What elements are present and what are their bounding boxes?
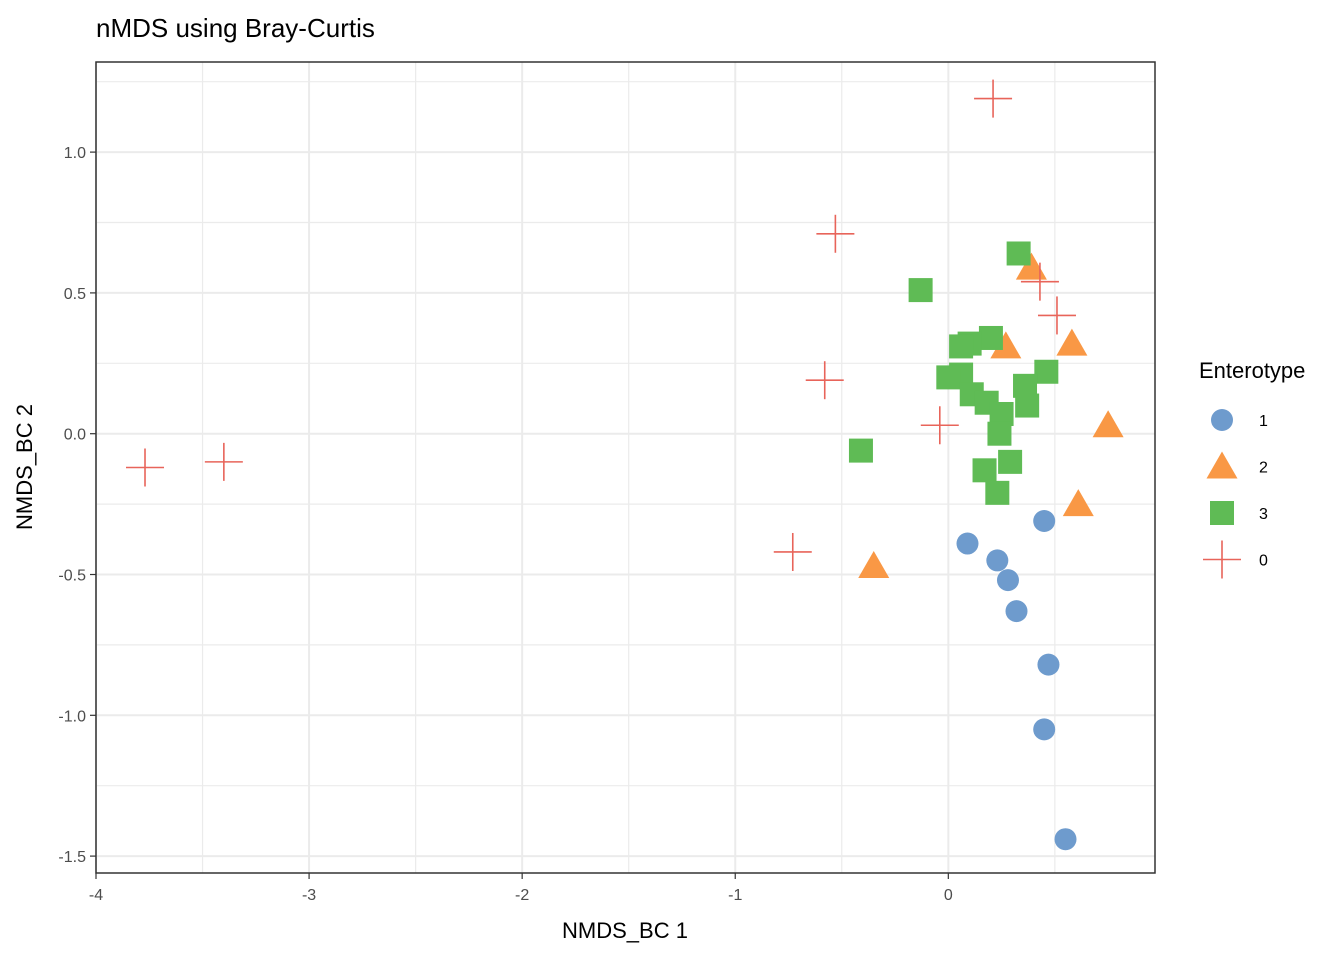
point-enterotype-3 — [936, 365, 961, 390]
point-enterotype-1 — [1054, 828, 1077, 851]
point-enterotype-0 — [920, 406, 959, 445]
legend-label-2: 2 — [1259, 460, 1268, 477]
legend-key-3 — [1210, 501, 1234, 525]
point-enterotype-3 — [987, 421, 1012, 446]
point-enterotype-2 — [1062, 489, 1094, 517]
point-enterotype-3 — [848, 438, 873, 463]
legend-item-0: 0 — [1203, 540, 1268, 579]
legend: Enterotype 1 2 3 0 — [1199, 358, 1305, 579]
point-enterotype-0 — [773, 532, 812, 571]
chart-title: nMDS using Bray-Curtis — [96, 13, 375, 43]
legend-label-1: 1 — [1259, 413, 1268, 430]
x-tick-label: -2 — [515, 887, 529, 904]
legend-label-3: 3 — [1259, 506, 1268, 523]
data-points — [126, 79, 1124, 851]
y-tick-label: -1.5 — [58, 849, 86, 866]
x-axis: -4 -3 -2 -1 0 — [89, 873, 953, 904]
point-enterotype-3 — [1034, 359, 1059, 384]
x-axis-title: NMDS_BC 1 — [562, 918, 688, 943]
grid — [95, 62, 1155, 873]
y-axis: -1.5 -1.0 -0.5 0.0 0.5 1.0 — [58, 145, 96, 866]
y-tick-label: 0.0 — [64, 427, 86, 444]
legend-item-2: 2 — [1206, 451, 1268, 479]
point-enterotype-3 — [1006, 241, 1031, 266]
y-tick-label: 1.0 — [64, 145, 86, 162]
panel-border — [95, 61, 1156, 874]
legend-title: Enterotype — [1199, 358, 1305, 383]
point-enterotype-0 — [974, 79, 1013, 118]
point-enterotype-1 — [986, 549, 1009, 572]
y-tick-label: 0.5 — [64, 286, 86, 303]
point-enterotype-1 — [956, 532, 979, 555]
point-enterotype-3 — [972, 458, 997, 483]
y-axis-title: NMDS_BC 2 — [12, 404, 37, 530]
point-enterotype-3 — [978, 325, 1003, 350]
point-enterotype-1 — [1005, 600, 1028, 623]
legend-item-1: 1 — [1211, 409, 1268, 431]
point-enterotype-0 — [204, 442, 243, 481]
legend-item-3: 3 — [1210, 501, 1268, 525]
legend-key-2 — [1206, 451, 1238, 479]
point-enterotype-1 — [1033, 718, 1056, 741]
legend-key-1 — [1211, 409, 1233, 431]
point-enterotype-3 — [908, 278, 933, 303]
x-tick-label: -1 — [728, 887, 742, 904]
point-enterotype-2 — [990, 331, 1022, 359]
point-enterotype-3 — [949, 334, 974, 359]
point-enterotype-3 — [985, 480, 1010, 505]
point-enterotype-3 — [998, 449, 1023, 474]
point-enterotype-2 — [1056, 328, 1088, 356]
x-tick-label: 0 — [944, 887, 953, 904]
x-tick-label: -3 — [302, 887, 316, 904]
point-enterotype-0 — [816, 214, 855, 253]
point-enterotype-1 — [1033, 510, 1056, 533]
point-enterotype-0 — [1037, 296, 1076, 335]
point-enterotype-2 — [858, 551, 890, 579]
y-tick-label: -0.5 — [58, 568, 86, 585]
point-enterotype-1 — [1037, 653, 1060, 676]
legend-label-0: 0 — [1259, 553, 1268, 570]
point-enterotype-0 — [1020, 262, 1059, 301]
point-enterotype-1 — [996, 569, 1019, 592]
point-enterotype-0 — [805, 361, 844, 400]
y-tick-label: -1.0 — [58, 708, 86, 725]
x-tick-label: -4 — [89, 887, 103, 904]
legend-key-0 — [1203, 540, 1241, 579]
point-enterotype-0 — [126, 448, 165, 487]
point-enterotype-2 — [1092, 410, 1124, 438]
point-enterotype-3 — [1015, 393, 1040, 418]
